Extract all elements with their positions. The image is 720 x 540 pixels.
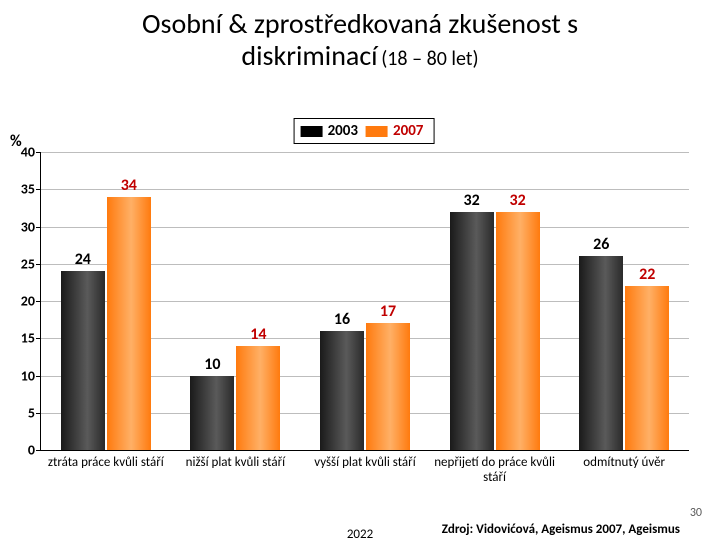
y-tick-label: 35	[21, 181, 35, 198]
legend-label-2007: 2007	[393, 122, 423, 140]
category-label: nepřijetí do práce kvůli stáří	[430, 456, 560, 486]
y-tick-mark	[36, 227, 41, 228]
y-tick-label: 15	[21, 330, 35, 347]
legend: 2003 2007	[294, 118, 435, 144]
y-tick-mark	[36, 152, 41, 153]
bar-value-label: 22	[639, 265, 655, 284]
bar: 26	[579, 256, 623, 450]
legend-swatch-2003	[301, 126, 323, 137]
bar-value-label: 26	[593, 235, 609, 254]
y-tick-mark	[36, 189, 41, 190]
title-suffix: (18 – 80 let)	[381, 47, 478, 71]
bar-value-label: 32	[509, 191, 525, 210]
legend-item-2007: 2007	[366, 122, 423, 140]
title-line1: Osobní & zprostředkovaná zkušenost s	[142, 6, 578, 41]
bar: 17	[366, 323, 410, 450]
bar: 14	[236, 346, 280, 450]
grid-line	[41, 152, 689, 153]
plot-region: 05101520253035402434ztráta práce kvůli s…	[40, 152, 689, 451]
category-label: ztráta práce kvůli stáří	[41, 456, 171, 471]
y-tick-label: 40	[21, 144, 35, 161]
bar: 32	[496, 212, 540, 450]
slide-number: 30	[690, 506, 702, 520]
bar-value-label: 34	[121, 176, 137, 195]
bar-value-label: 16	[334, 310, 350, 329]
bar: 10	[190, 376, 234, 451]
truncated-text: 2022	[347, 527, 373, 540]
y-tick-label: 30	[21, 218, 35, 235]
y-tick-mark	[36, 413, 41, 414]
legend-item-2003: 2003	[301, 122, 358, 140]
slide: Osobní & zprostředkovaná zkušenost s dis…	[0, 0, 720, 540]
bar: 24	[61, 271, 105, 450]
y-tick-mark	[36, 376, 41, 377]
bar-value-label: 24	[75, 250, 91, 269]
chart-area: 2003 2007 % 05101520253035402434ztráta p…	[34, 118, 694, 498]
slide-title: Osobní & zprostředkovaná zkušenost s dis…	[0, 8, 720, 72]
bar: 16	[320, 331, 364, 450]
bar-value-label: 32	[463, 191, 479, 210]
source-citation: Zdroj: Vidovićová, Ageismus 2007, Ageism…	[442, 522, 680, 537]
bar: 34	[107, 197, 151, 450]
grid-line	[41, 189, 689, 190]
bar: 32	[450, 212, 494, 450]
bar-value-label: 14	[250, 325, 266, 344]
y-tick-label: 25	[21, 255, 35, 272]
y-tick-label: 20	[21, 293, 35, 310]
category-label: odmítnutý úvěr	[559, 456, 689, 471]
y-tick-mark	[36, 450, 41, 451]
y-tick-mark	[36, 338, 41, 339]
y-tick-label: 10	[21, 367, 35, 384]
legend-label-2003: 2003	[328, 122, 358, 140]
y-tick-mark	[36, 301, 41, 302]
y-tick-label: 0	[28, 442, 35, 459]
bar-value-label: 17	[380, 302, 396, 321]
bar-value-label: 10	[204, 355, 220, 374]
bar: 22	[625, 286, 669, 450]
y-tick-label: 5	[28, 404, 35, 421]
legend-swatch-2007	[366, 126, 388, 137]
category-label: nižší plat kvůli stáří	[171, 456, 301, 471]
y-tick-mark	[36, 264, 41, 265]
title-line2: diskriminací	[241, 38, 377, 73]
category-label: vyšší plat kvůli stáří	[300, 456, 430, 471]
